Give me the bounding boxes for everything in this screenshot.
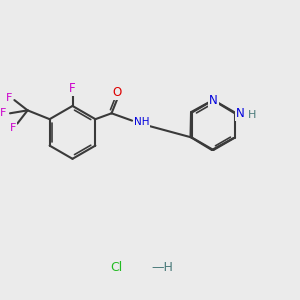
Text: N: N <box>209 94 218 106</box>
Text: F: F <box>69 82 76 95</box>
Text: F: F <box>0 108 7 118</box>
Text: H: H <box>248 110 256 120</box>
Text: N: N <box>236 106 245 119</box>
Text: O: O <box>113 86 122 99</box>
Text: NH: NH <box>134 117 149 127</box>
Text: F: F <box>10 123 16 133</box>
Text: Cl: Cl <box>110 261 122 274</box>
Text: F: F <box>6 93 12 103</box>
Text: —H: —H <box>152 261 174 274</box>
